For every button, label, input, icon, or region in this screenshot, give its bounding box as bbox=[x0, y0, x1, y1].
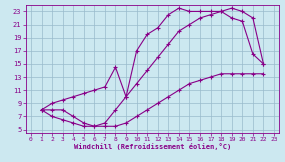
X-axis label: Windchill (Refroidissement éolien,°C): Windchill (Refroidissement éolien,°C) bbox=[74, 143, 231, 150]
